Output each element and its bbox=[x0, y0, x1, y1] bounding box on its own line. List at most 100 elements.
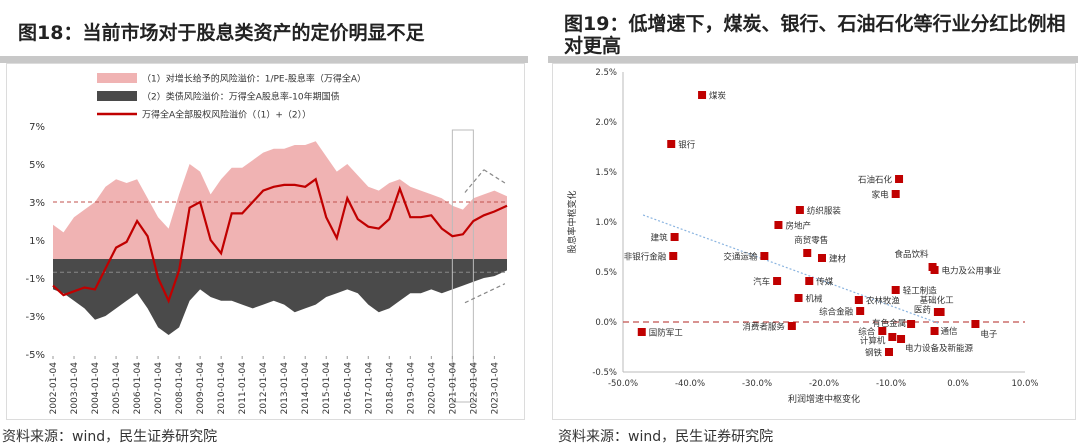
scatter-point bbox=[803, 249, 812, 257]
legend-swatch bbox=[97, 73, 137, 83]
x-tick-label: -10.0% bbox=[876, 379, 906, 389]
x-tick-label: 2018-01-04 bbox=[385, 362, 395, 415]
x-tick-label: 0.0% bbox=[947, 379, 969, 389]
scatter-point bbox=[794, 294, 803, 302]
scatter-point bbox=[884, 348, 893, 356]
y-tick-label: 7% bbox=[29, 122, 45, 133]
scatter-point bbox=[637, 328, 646, 336]
scatter-point bbox=[930, 327, 939, 335]
x-tick-label: -20.0% bbox=[809, 379, 839, 389]
chart-frame: （1）对增长给予的风险溢价：1/PE-股息率（万得全A） （2）类债风险溢价：万得… bbox=[6, 63, 525, 420]
growth-premium-area bbox=[53, 141, 507, 259]
y-tick-label: 1.0% bbox=[595, 218, 617, 228]
y-axis-label: 股息率中枢变化 bbox=[566, 190, 578, 253]
chart-legend: （1）对增长给予的风险溢价：1/PE-股息率（万得全A） （2）类债风险溢价：万得… bbox=[97, 73, 366, 121]
scatter-point bbox=[878, 327, 887, 335]
trend-line bbox=[642, 214, 939, 324]
x-tick-label: -30.0% bbox=[742, 379, 772, 389]
point-label: 消费者服务 bbox=[742, 322, 785, 333]
source-note: 资料来源：wind，民生证券研究院 bbox=[2, 429, 218, 445]
point-label: 通信 bbox=[941, 326, 959, 337]
equity-risk-premium-line bbox=[52, 177, 508, 304]
point-label: 交通运输 bbox=[723, 252, 758, 263]
y-tick-label: -0.5% bbox=[592, 368, 617, 378]
scatter-point bbox=[930, 266, 939, 274]
point-label: 综合 bbox=[858, 327, 876, 338]
y-tick-label: 3% bbox=[29, 198, 45, 209]
scatter-point bbox=[670, 233, 679, 241]
x-tick-label: 2010-01-04 bbox=[217, 362, 227, 415]
scatter-point bbox=[669, 252, 678, 260]
figure-19-title: 图19：低增速下，煤炭、银行、石油石化等行业分红比例相对更高 bbox=[564, 13, 1066, 57]
scatter-point bbox=[760, 252, 769, 260]
x-tick-label: 2009-01-04 bbox=[196, 362, 206, 415]
y-tick-label: 0.0% bbox=[595, 318, 617, 328]
scatter-point bbox=[933, 308, 942, 316]
point-label: 综合金融 bbox=[819, 307, 854, 318]
y-tick-label: -1% bbox=[26, 274, 45, 285]
point-label: 电子 bbox=[980, 329, 998, 340]
legend-label: （1）对增长给予的风险溢价：1/PE-股息率（万得全A） bbox=[142, 73, 366, 85]
scatter-point bbox=[888, 333, 897, 341]
dividend-scatter-chart: -0.5% 0.0% 0.5% 1.0% 1.5% 2.0% 2.5% -50.0% -40.0… bbox=[566, 68, 1039, 405]
y-tick-label: 2.0% bbox=[595, 118, 617, 128]
x-tick-label: 2012-01-04 bbox=[259, 362, 269, 415]
x-tick-label: 2021-01-04 bbox=[448, 362, 458, 415]
x-tick-label: 2007-01-04 bbox=[154, 362, 164, 415]
x-tick-label: 2011-01-04 bbox=[238, 362, 248, 415]
y-tick-label: -5% bbox=[26, 350, 45, 361]
x-tick-label: 2013-01-04 bbox=[280, 362, 290, 415]
point-label: 电力及公用事业 bbox=[942, 266, 1002, 277]
left-figure-panel: 图18：当前市场对于股息类资产的定价明显不足 （1）对增长给予的风险溢价：1/P… bbox=[0, 0, 530, 446]
scatter-point bbox=[854, 296, 863, 304]
x-tick-label: 2019-01-04 bbox=[406, 362, 416, 415]
scatter-point bbox=[667, 140, 676, 148]
scatter-point bbox=[891, 286, 900, 294]
point-label: 纺织服装 bbox=[807, 206, 842, 217]
point-label: 银行 bbox=[678, 140, 696, 151]
point-label: 医药 bbox=[914, 305, 931, 316]
bond-like-premium-area bbox=[53, 259, 507, 335]
x-axis-label: 利润增速中枢变化 bbox=[788, 393, 860, 405]
x-tick-label: 2016-01-04 bbox=[343, 362, 353, 415]
x-tick-label: 2002-01-04 bbox=[49, 362, 59, 415]
x-tick-label: -40.0% bbox=[675, 379, 705, 389]
x-tick-label: 2020-01-04 bbox=[427, 362, 437, 415]
point-label: 食品饮料 bbox=[895, 249, 930, 260]
x-tick-label: -50.0% bbox=[608, 379, 638, 389]
x-tick-label: 10.0% bbox=[1011, 379, 1038, 389]
point-label: 传媒 bbox=[816, 277, 834, 288]
x-tick-label: 2004-01-04 bbox=[91, 362, 101, 415]
risk-premium-area-chart: （1）对增长给予的风险溢价：1/PE-股息率（万得全A） （2）类债风险溢价：万得… bbox=[26, 73, 508, 415]
title-divider bbox=[0, 56, 528, 63]
scatter-point bbox=[895, 175, 904, 183]
trend-arrow-bottom bbox=[464, 283, 506, 304]
legend-label: （2）类债风险溢价：万得全A股息率-10年期国债 bbox=[142, 91, 340, 103]
legend-label: 万得全A全部股权风险溢价（（1）+（2）） bbox=[142, 109, 311, 121]
scatter-point bbox=[971, 320, 980, 328]
highlight-box bbox=[451, 129, 474, 403]
chart-frame: -0.5% 0.0% 0.5% 1.0% 1.5% 2.0% 2.5% -50.0% -40.0… bbox=[552, 63, 1076, 420]
y-tick-label: 2.5% bbox=[595, 68, 617, 78]
point-label: 有色金属 bbox=[872, 318, 906, 329]
figure-18-title: 图18：当前市场对于股息类资产的定价明显不足 bbox=[18, 22, 425, 44]
x-tick-label: 2003-01-04 bbox=[70, 362, 80, 415]
point-label: 国防军工 bbox=[649, 328, 684, 339]
point-label: 煤炭 bbox=[709, 91, 727, 102]
scatter-point bbox=[787, 322, 796, 330]
x-tick-label: 2014-01-04 bbox=[301, 362, 311, 415]
point-label: 石油石化 bbox=[858, 175, 893, 186]
x-tick-label: 2005-01-04 bbox=[112, 362, 122, 415]
point-label: 商贸零售 bbox=[794, 235, 828, 246]
right-figure-panel: 图19：低增速下，煤炭、银行、石油石化等行业分红比例相对更高 -0.5% 0.0%… bbox=[548, 0, 1080, 446]
scatter-point bbox=[805, 277, 814, 285]
y-tick-label: 1.5% bbox=[595, 168, 617, 178]
point-label: 建筑 bbox=[651, 233, 669, 244]
legend-swatch bbox=[97, 91, 137, 101]
scatter-point bbox=[897, 335, 906, 343]
point-label: 钢铁 bbox=[865, 348, 883, 359]
title-divider bbox=[548, 56, 1078, 63]
scatter-point bbox=[795, 206, 804, 214]
y-tick-label: -3% bbox=[26, 312, 45, 323]
point-label: 房地产 bbox=[785, 221, 811, 232]
